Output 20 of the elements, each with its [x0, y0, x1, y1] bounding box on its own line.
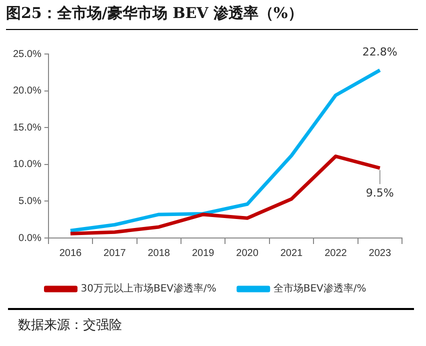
y-tick-label: 15.0% — [12, 122, 42, 134]
x-tick-label: 2022 — [324, 248, 348, 259]
y-tick-label: 10.0% — [12, 159, 42, 170]
y-tick-label: 25.0% — [12, 48, 42, 60]
source-note: 数据来源：交强险 — [8, 308, 414, 334]
x-tick-label: 2021 — [280, 248, 304, 259]
chart-title: 图25：全市场/豪华市场 BEV 渗透率（%） — [6, 4, 418, 30]
y-tick-label: 0.0% — [18, 232, 42, 244]
y-tick-label: 20.0% — [12, 86, 42, 97]
y-tick-label: 5.0% — [18, 196, 42, 207]
x-tick-label: 2019 — [192, 248, 215, 259]
x-tick-label: 2020 — [236, 248, 259, 259]
x-tick-label: 2017 — [104, 248, 126, 259]
data-label: 9.5% — [366, 186, 394, 200]
x-tick-label: 2023 — [368, 248, 392, 259]
data-label: 22.8% — [362, 46, 398, 59]
legend-label: 30万元以上市场BEV渗透率/% — [80, 282, 216, 295]
x-tick-label: 2016 — [59, 248, 82, 259]
x-tick-label: 2018 — [148, 248, 170, 259]
legend-label: 全市场BEV渗透率/% — [273, 282, 366, 295]
